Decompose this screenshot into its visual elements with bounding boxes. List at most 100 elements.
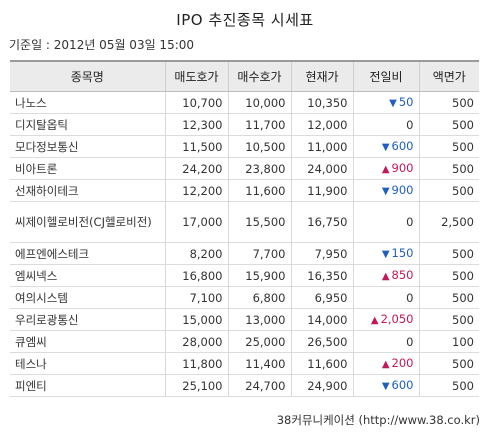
ask-price: 8,200: [165, 242, 229, 265]
change-value: 150: [391, 245, 414, 260]
current-price: 11,900: [291, 179, 354, 202]
bid-price: 11,400: [228, 352, 292, 375]
stock-name: 디지탈옵틱: [10, 113, 166, 136]
table-row: 디지탈옵틱 12,300 11,700 12,000 0 500: [10, 113, 479, 136]
down-triangle-icon: ▼: [381, 248, 390, 260]
down-triangle-icon: ▼: [381, 185, 390, 197]
change-value: 200: [391, 355, 414, 370]
bid-price: 24,700: [228, 374, 292, 397]
table-row: 에프엔에스테크 8,200 7,700 7,950 ▼ 150 500: [10, 242, 479, 265]
ask-price: 12,200: [165, 179, 229, 202]
current-price: 16,750: [291, 201, 354, 243]
page-title: IPO 추진종목 시세표: [176, 11, 314, 29]
down-triangle-icon: ▼: [381, 380, 390, 392]
price-change: ▲ 900: [353, 157, 420, 180]
table-row: 큐엠씨 28,000 25,000 26,500 0 100: [10, 330, 479, 353]
current-price: 11,600: [291, 352, 354, 375]
bid-price: 23,800: [228, 157, 292, 180]
stock-name: 모다정보통신: [10, 135, 166, 158]
ask-price: 16,800: [165, 264, 229, 287]
table-row: 엠씨넥스 16,800 15,900 16,350 ▲ 850 500: [10, 264, 479, 287]
up-triangle-icon: ▲: [370, 314, 379, 326]
par-value: 500: [419, 352, 479, 375]
ask-price: 24,200: [165, 157, 229, 180]
quote-table: 종목명 매도호가 매수호가 현재가 전일비 액면가 나노스 10,700 10,00…: [10, 60, 479, 397]
change-value: 0: [406, 117, 414, 132]
par-value: 500: [419, 264, 479, 287]
change-value: 600: [391, 377, 414, 392]
current-price: 24,000: [291, 157, 354, 180]
table-row: 모다정보통신 11,500 10,500 11,000 ▼ 600 500: [10, 135, 479, 158]
price-change: ▲ 850: [353, 264, 420, 287]
bid-price: 11,600: [228, 179, 292, 202]
price-change: 0: [353, 201, 420, 243]
par-value: 500: [419, 286, 479, 309]
bid-price: 6,800: [228, 286, 292, 309]
table-row: 씨제이헬로비전(CJ헬로비전) 17,000 15,500 16,750 0 2,500: [10, 201, 479, 243]
down-triangle-icon: ▼: [389, 97, 397, 109]
change-value: 850: [391, 267, 414, 282]
par-value: 100: [419, 330, 479, 353]
table-row: 선재하이테크 12,200 11,600 11,900 ▼ 900 500: [10, 179, 479, 202]
change-value: 900: [391, 182, 414, 197]
bid-price: 25,000: [228, 330, 292, 353]
price-change: ▼ 900: [353, 179, 420, 202]
current-price: 11,000: [291, 135, 354, 158]
par-value: 500: [419, 157, 479, 180]
table-row: 우리로광통신 15,000 13,000 14,000 ▲ 2,050 500: [10, 308, 479, 331]
ask-price: 11,500: [165, 135, 229, 158]
stock-name: 나노스: [10, 91, 166, 114]
change-value: 600: [391, 138, 414, 153]
table-row: 비아트론 24,200 23,800 24,000 ▲ 900 500: [10, 157, 479, 180]
par-value: 500: [419, 374, 479, 397]
change-value: 900: [391, 160, 414, 175]
par-value: 500: [419, 91, 479, 114]
current-price: 12,000: [291, 113, 354, 136]
ask-price: 12,300: [165, 113, 229, 136]
table-row: 피엔티 25,100 24,700 24,900 ▼ 600 500: [10, 374, 479, 397]
price-change: ▼ 600: [353, 135, 420, 158]
par-value: 500: [419, 242, 479, 265]
price-change: 0: [353, 113, 420, 136]
header-name: 종목명: [10, 61, 166, 92]
bid-price: 13,000: [228, 308, 292, 331]
ask-price: 25,100: [165, 374, 229, 397]
par-value: 500: [419, 135, 479, 158]
bid-price: 10,500: [228, 135, 292, 158]
base-date: 기준일 : 2012년 05월 03일 15:00: [9, 38, 195, 52]
change-value: 0: [406, 290, 414, 305]
ask-price: 15,000: [165, 308, 229, 331]
par-value: 500: [419, 308, 479, 331]
price-change: ▲ 2,050: [353, 308, 420, 331]
current-price: 24,900: [291, 374, 354, 397]
stock-name: 엠씨넥스: [10, 264, 166, 287]
table-row: 여의시스템 7,100 6,800 6,950 0 500: [10, 286, 479, 309]
bid-price: 15,900: [228, 264, 292, 287]
change-value: 0: [406, 215, 414, 229]
stock-name: 씨제이헬로비전(CJ헬로비전): [10, 201, 166, 243]
price-change: ▼ 600: [353, 374, 420, 397]
header-change: 전일비: [353, 61, 420, 92]
change-value: 0: [406, 334, 414, 349]
table-row: 나노스 10,700 10,000 10,350 ▼ 50 500: [10, 91, 479, 114]
stock-name: 에프엔에스테크: [10, 242, 166, 265]
up-triangle-icon: ▲: [381, 163, 390, 175]
stock-name: 선재하이테크: [10, 179, 166, 202]
change-value: 50: [398, 94, 414, 109]
up-triangle-icon: ▲: [381, 270, 390, 282]
current-price: 16,350: [291, 264, 354, 287]
price-change: ▲ 200: [353, 352, 420, 375]
current-price: 7,950: [291, 242, 354, 265]
price-change: 0: [353, 286, 420, 309]
current-price: 26,500: [291, 330, 354, 353]
header-par: 액면가: [419, 61, 479, 92]
table-row: 테스나 11,800 11,400 11,600 ▲ 200 500: [10, 352, 479, 375]
stock-name: 피엔티: [10, 374, 166, 397]
up-triangle-icon: ▲: [381, 358, 390, 370]
ask-price: 17,000: [165, 201, 229, 243]
bid-price: 15,500: [228, 201, 292, 243]
bid-price: 10,000: [228, 91, 292, 114]
stock-name: 테스나: [10, 352, 166, 375]
down-triangle-icon: ▼: [381, 141, 390, 153]
par-value: 500: [419, 113, 479, 136]
